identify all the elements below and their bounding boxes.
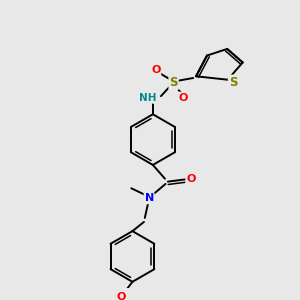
Text: S: S — [229, 76, 237, 88]
Text: O: O — [179, 93, 188, 103]
Text: NH: NH — [139, 93, 156, 103]
Text: O: O — [151, 65, 160, 75]
Text: S: S — [169, 76, 178, 89]
Text: O: O — [117, 292, 126, 300]
Text: N: N — [145, 193, 154, 203]
Text: O: O — [186, 174, 196, 184]
